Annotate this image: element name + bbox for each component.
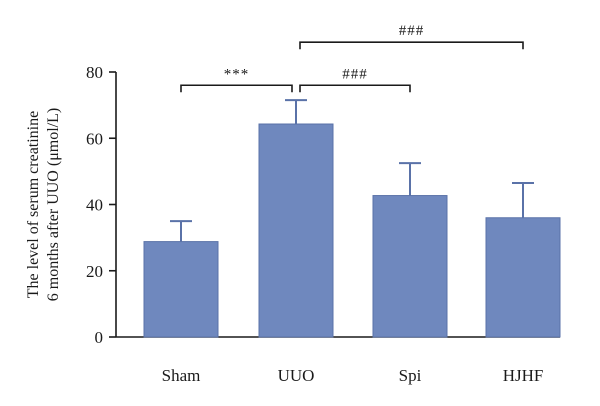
significance-bracket-2: ### bbox=[299, 66, 411, 93]
error-bar-hjhf bbox=[512, 181, 534, 218]
error-bar-uuo bbox=[285, 99, 307, 125]
bar-sham bbox=[143, 241, 219, 338]
error-bar-sham bbox=[170, 220, 192, 242]
bar-hjhf bbox=[485, 217, 561, 338]
bar-uuo bbox=[258, 123, 334, 338]
significance-bracket-1: *** bbox=[180, 66, 293, 93]
x-tick-label-sham: Sham bbox=[162, 366, 201, 385]
significance-label: ### bbox=[342, 66, 368, 82]
y-axis-label-line-2: 6 months after UUO (μmol/L) bbox=[45, 108, 62, 301]
y-axis: 0 20 40 60 80 bbox=[86, 63, 117, 347]
y-tick-label: 0 bbox=[95, 328, 104, 347]
y-tick-label: 60 bbox=[86, 129, 103, 148]
significance-label: ### bbox=[399, 23, 425, 39]
significance-label: *** bbox=[224, 66, 250, 82]
bar-spi bbox=[372, 195, 448, 338]
significance-brackets: *** ### ### bbox=[180, 23, 524, 93]
y-tick-label: 20 bbox=[86, 262, 103, 281]
y-tick-label: 40 bbox=[86, 196, 103, 215]
y-axis-label: The level of serum creatinine 6 months a… bbox=[25, 108, 62, 301]
error-bars bbox=[170, 99, 534, 242]
error-bar-spi bbox=[399, 162, 421, 196]
x-tick-label-spi: Spi bbox=[399, 366, 422, 385]
x-tick-label-uuo: UUO bbox=[278, 366, 315, 385]
y-axis-label-line-1: The level of serum creatinine bbox=[25, 111, 42, 298]
y-tick-label: 80 bbox=[86, 63, 103, 82]
significance-bracket-3: ### bbox=[299, 23, 524, 50]
category-labels: Sham UUO Spi HJHF bbox=[162, 366, 544, 385]
bars bbox=[143, 123, 561, 338]
x-tick-label-hjhf: HJHF bbox=[503, 366, 544, 385]
